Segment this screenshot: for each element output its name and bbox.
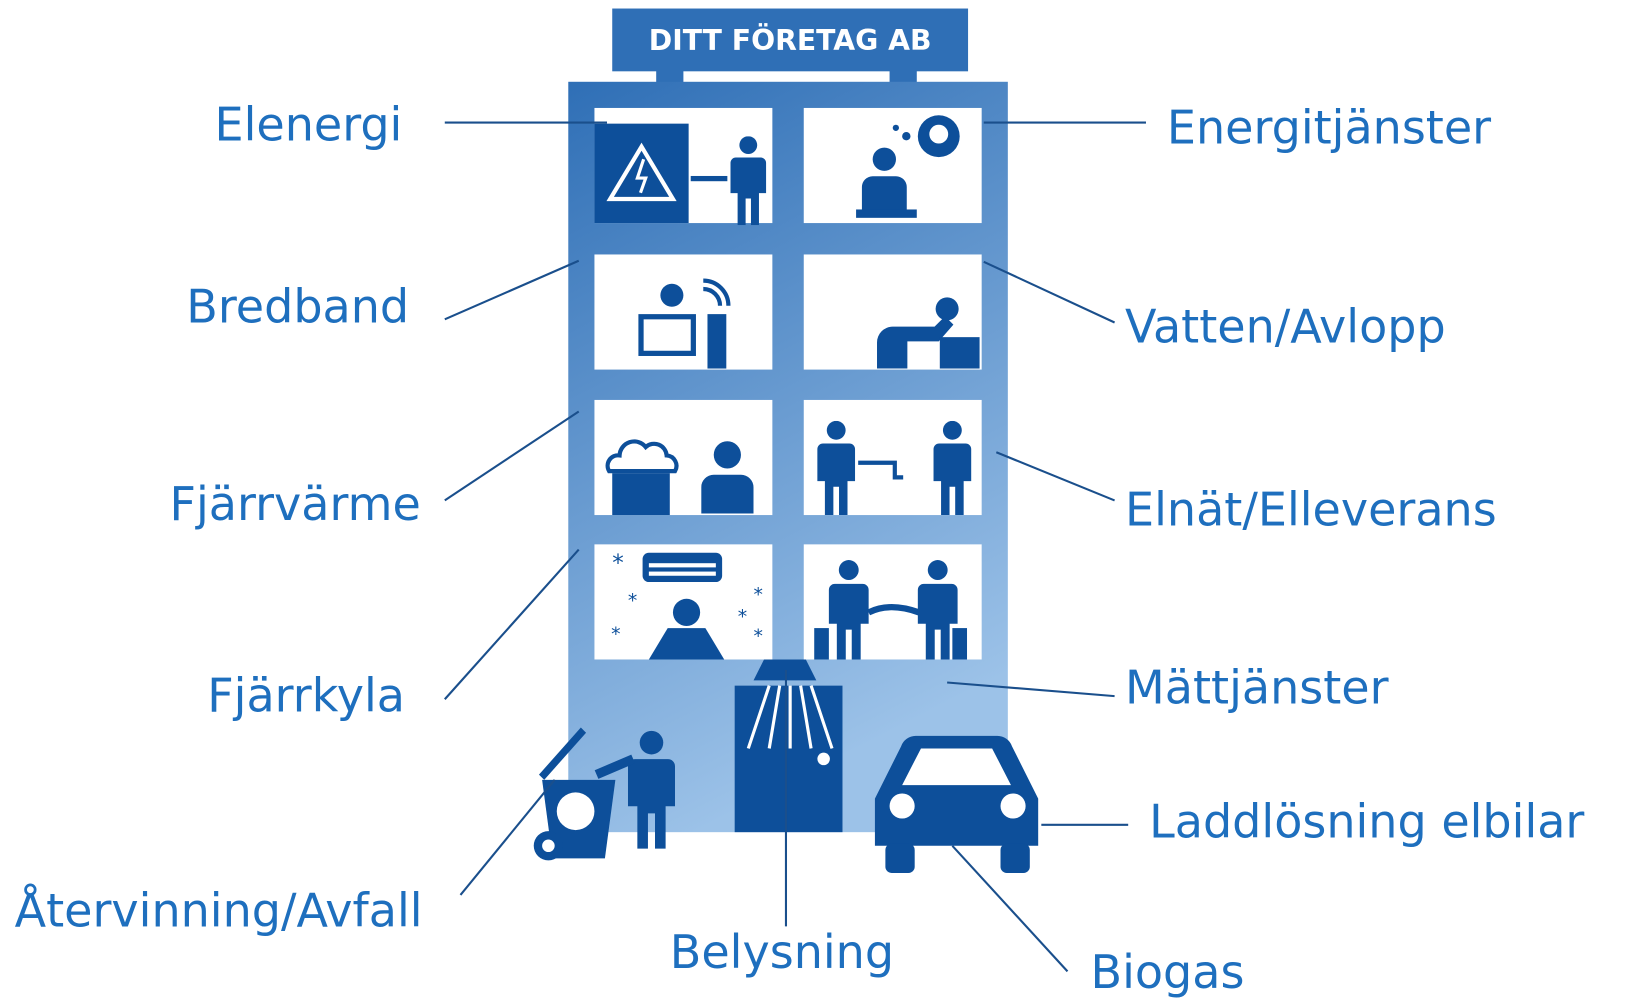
label: Laddlösning elbilar	[1149, 794, 1584, 848]
company-name: DITT FÖRETAG AB	[649, 23, 932, 57]
diagram: DITT FÖRETAG AB * * * * *	[0, 0, 1641, 1005]
label: Elenergi	[215, 97, 403, 151]
svg-text:*: *	[738, 607, 747, 628]
label: Elnät/Elleverans	[1125, 482, 1497, 536]
label: Fjärrvärme	[170, 477, 421, 531]
label: Belysning	[670, 925, 894, 979]
page: DITT FÖRETAG AB * * * * *	[0, 0, 1641, 1005]
svg-text:*: *	[628, 591, 637, 612]
svg-text:*: *	[612, 551, 624, 577]
svg-text:*: *	[754, 627, 763, 648]
label: Biogas	[1091, 945, 1245, 999]
label: Bredband	[186, 279, 409, 333]
label: Energitjänster	[1167, 100, 1491, 154]
label: Vatten/Avlopp	[1125, 299, 1446, 353]
svg-text:*: *	[754, 585, 763, 606]
label: Mättjänster	[1125, 660, 1389, 714]
label: Återvinning/Avfall	[15, 883, 423, 937]
label: Fjärrkyla	[207, 669, 405, 723]
svg-text:*: *	[611, 625, 620, 646]
